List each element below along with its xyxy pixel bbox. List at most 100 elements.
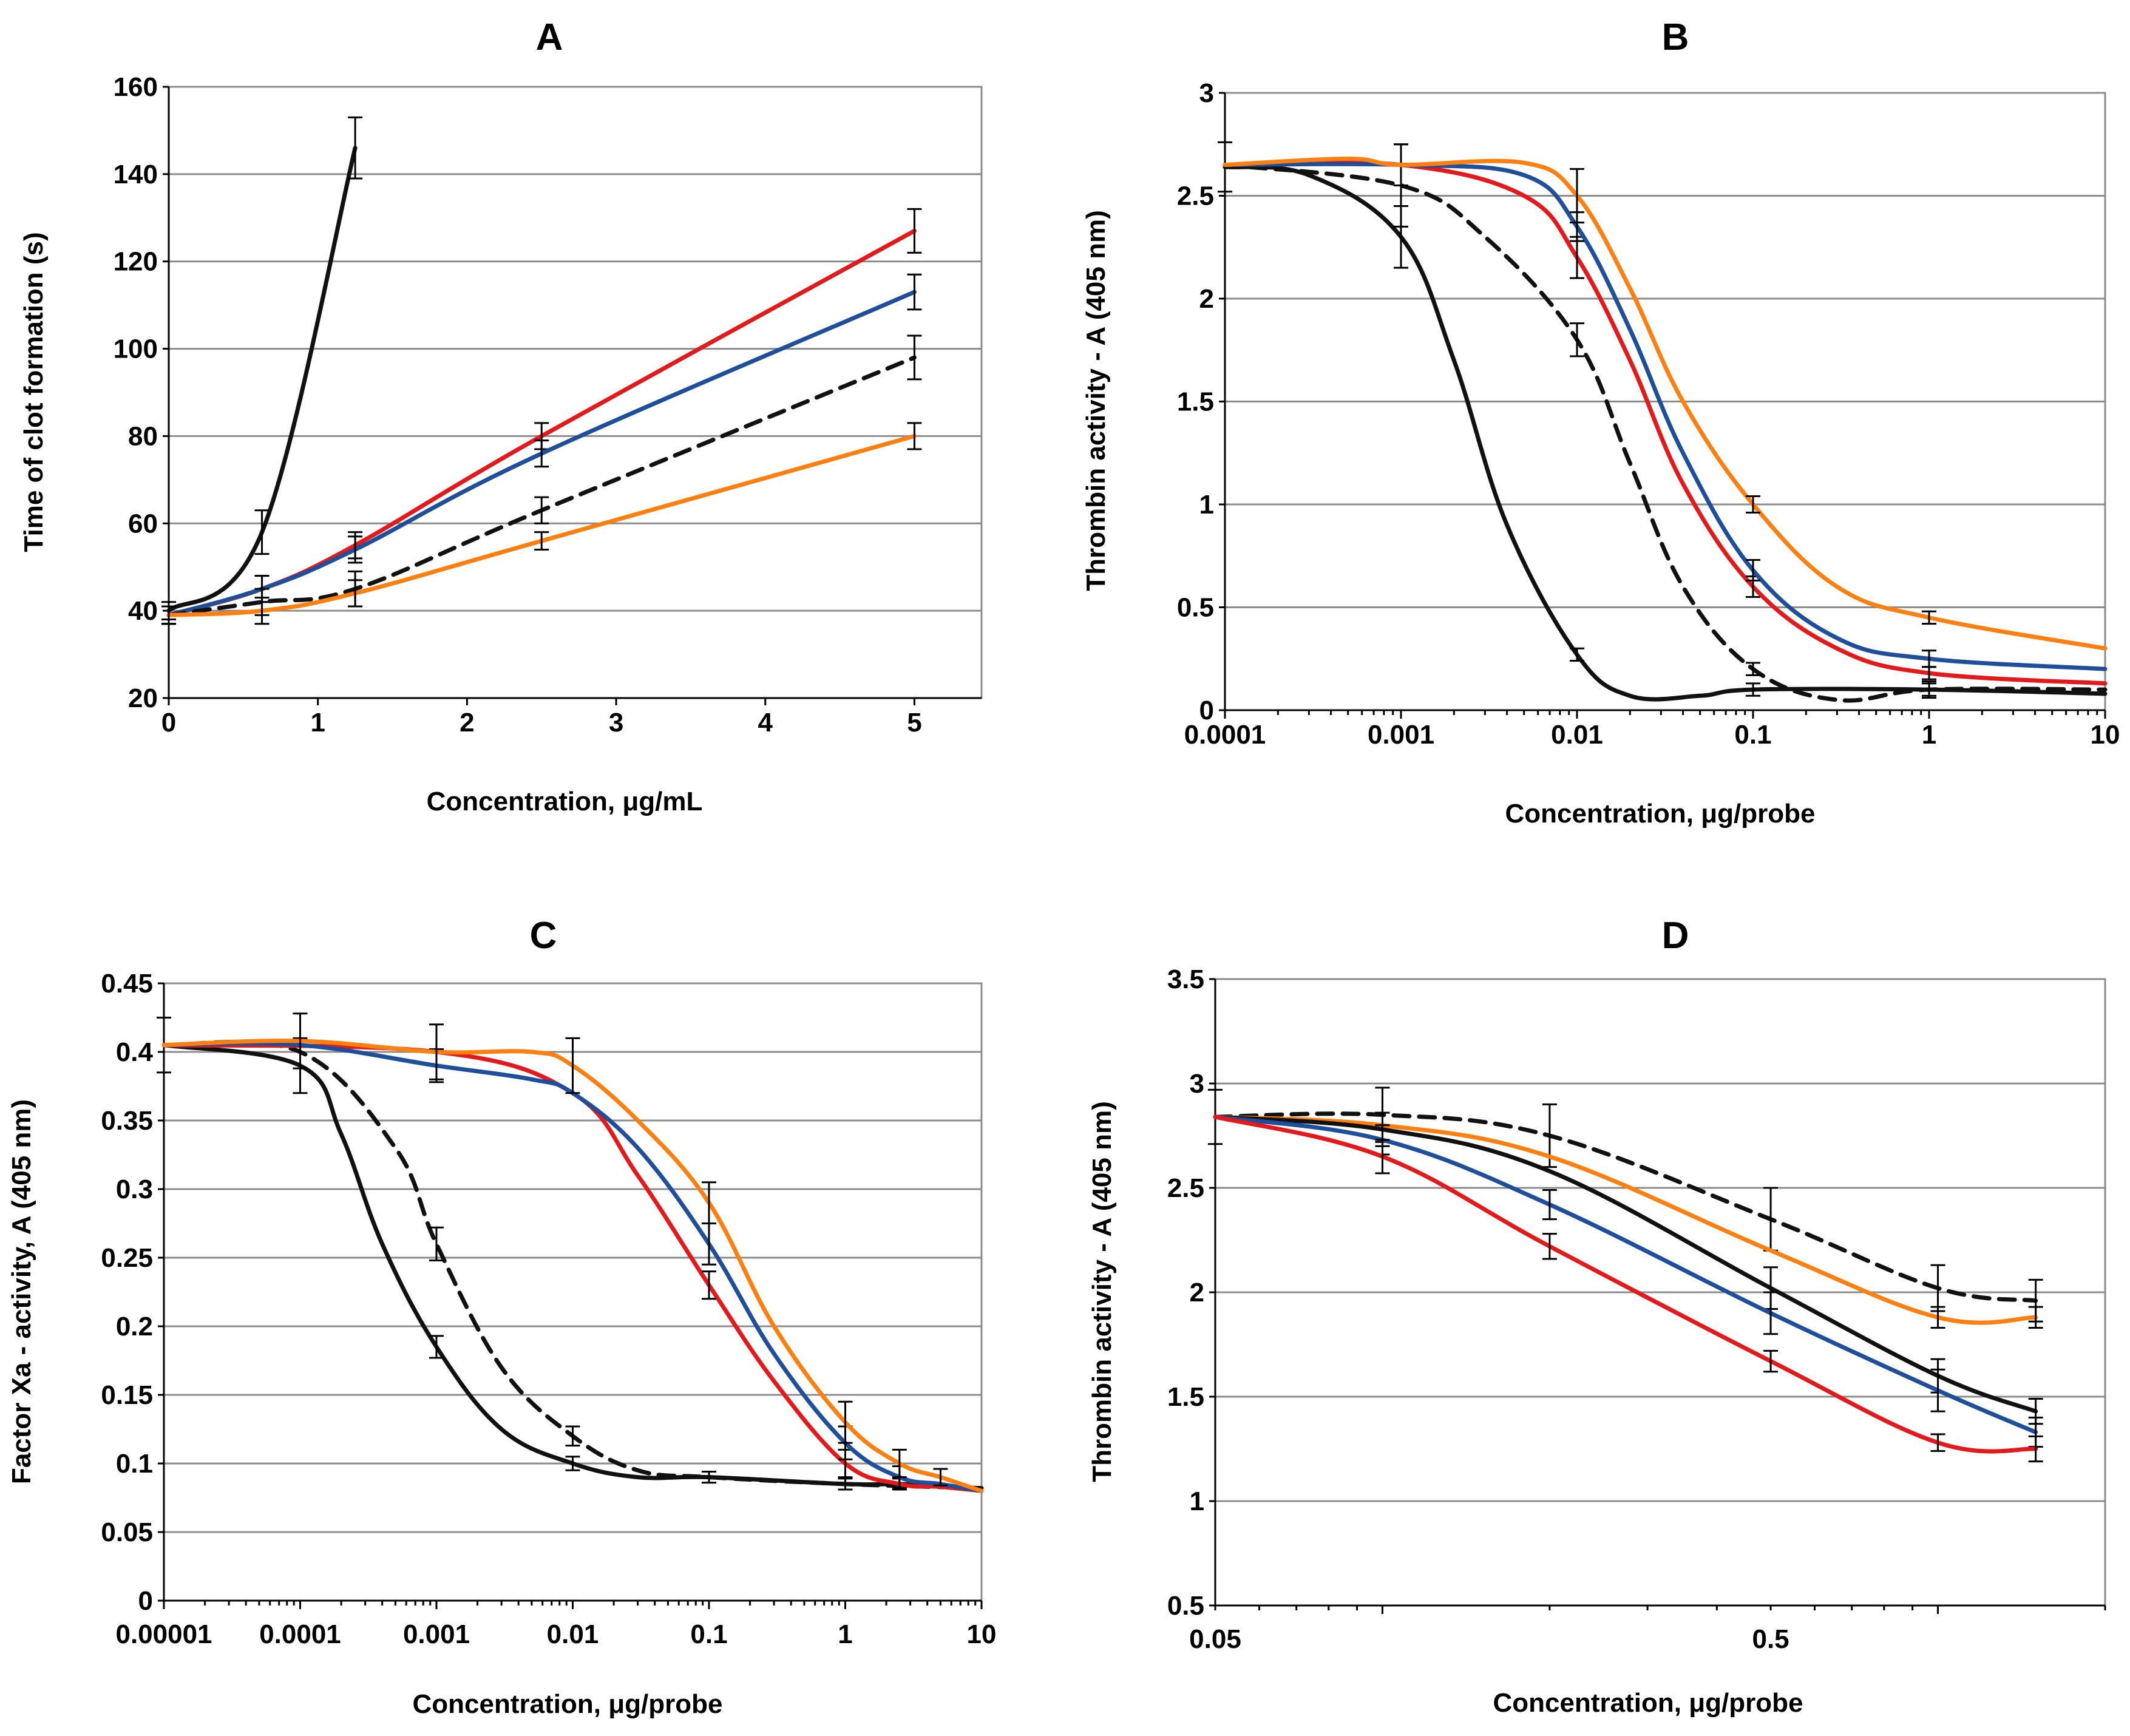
panel-C: C 0 0.05 0.1 0.15 0.2 0.25 0.3 0.35 0.4 0.45 0.0000… [7, 915, 996, 1719]
error-bar [565, 1037, 580, 1094]
error-bar [907, 422, 922, 450]
series-red [1213, 1114, 2043, 1463]
error-bar [429, 1226, 444, 1262]
y-tick-label: 1.5 [1177, 387, 1214, 417]
error-bar [429, 1023, 444, 1080]
y-tick-label: 2.5 [1167, 1173, 1204, 1203]
y-tick-label: 60 [128, 509, 158, 538]
x-tick-label: 0.00001 [115, 1619, 212, 1649]
series-line-blue [166, 290, 917, 617]
series-orange [1213, 1114, 2043, 1329]
y-tick-label: 0.4 [116, 1037, 154, 1067]
series-dashed [161, 334, 922, 625]
x-tick-label: 1 [310, 708, 325, 737]
error-bar [907, 273, 922, 311]
y-tick-label: 0.3 [116, 1175, 153, 1204]
error-bar [1930, 1368, 1945, 1412]
panel-A-title: A [536, 16, 563, 58]
error-bar [907, 208, 922, 254]
y-tick-label: 0.5 [1177, 593, 1214, 623]
error-bar [892, 1448, 907, 1479]
error-bar [1763, 1349, 1779, 1373]
error-bar [429, 1335, 444, 1359]
panel-B: B 0 0.5 1 1.5 2 2.5 3 0.0001 0.001 0.01 0.1 1 10 Conce… [1081, 16, 2120, 829]
x-tick-label: 0.0001 [1184, 720, 1266, 750]
series-line-dashed [166, 355, 917, 617]
y-tick-label: 0.05 [101, 1517, 153, 1547]
error-bar [1763, 1291, 1779, 1335]
panel-D-title: D [1662, 915, 1689, 957]
x-axis-label: Concentration, μg/probe [1493, 1688, 1803, 1718]
error-bar [534, 531, 549, 551]
error-bar [565, 1456, 580, 1471]
y-tick-label: 3 [1199, 78, 1214, 108]
series-black [1213, 1111, 2043, 1425]
error-bar [1922, 680, 1936, 699]
panel-B-title: B [1662, 16, 1689, 58]
series-orange [161, 1012, 984, 1493]
x-tick-label: 0.0001 [259, 1619, 341, 1649]
error-bar [348, 116, 363, 180]
error-bar [1922, 649, 1936, 668]
error-bar [254, 597, 270, 625]
series-line-red [161, 1043, 984, 1493]
series-orange [161, 422, 922, 625]
y-axis-label: Time of clot formation (s) [19, 232, 49, 552]
panel-C-title: C [530, 915, 557, 957]
error-bar [702, 1270, 716, 1300]
y-tick-label: 80 [128, 421, 158, 451]
x-tick-label: 0.01 [547, 1619, 599, 1649]
series-line-blue [1223, 161, 2108, 671]
error-bar [2028, 1306, 2043, 1329]
y-tick-label: 0 [1199, 696, 1214, 725]
y-tick-label: 100 [114, 334, 158, 364]
error-bar [933, 1468, 948, 1487]
y-tick-label: 40 [128, 596, 158, 626]
panel-A: A 20 40 60 80 100 120 140 160 0 1 2 3 4 5 Concentration… [19, 16, 983, 816]
y-tick-label: 1 [1199, 490, 1214, 520]
x-tick-label: 2 [460, 708, 474, 737]
error-bar [1746, 559, 1760, 581]
y-tick-label: 1.5 [1167, 1382, 1204, 1412]
error-bar [161, 605, 176, 625]
error-bar [2028, 1435, 2043, 1463]
series-line-red [1213, 1114, 2038, 1454]
x-axis-label: Concentration, μg/probe [413, 1689, 723, 1719]
x-axis-label: Concentration, μg/probe [1505, 799, 1816, 829]
x-tick-label: 5 [907, 708, 921, 737]
y-tick-label: 140 [114, 160, 158, 189]
y-tick-label: 0.25 [101, 1243, 153, 1273]
series-line-black [166, 146, 358, 613]
error-bar [1746, 495, 1760, 514]
series-black [1218, 141, 2108, 702]
y-tick-label: 1 [1190, 1487, 1204, 1516]
x-tick-label: 0.1 [690, 1619, 727, 1649]
error-bar [293, 1012, 308, 1070]
y-axis-label: Factor Xa - activity, A (405 nm) [7, 1099, 36, 1484]
y-tick-label: 0.1 [116, 1449, 153, 1479]
error-bar [1542, 1188, 1557, 1221]
x-axis-label: Concentration, μg/mL [427, 787, 703, 816]
error-bar [1570, 322, 1584, 358]
y-axis-label: Thrombin activity - A (405 nm) [1087, 1101, 1117, 1482]
error-bar [534, 439, 549, 468]
error-bar [1746, 682, 1760, 697]
x-tick-label: 0 [161, 708, 176, 737]
error-bar [565, 1425, 580, 1447]
error-bar [907, 334, 922, 381]
x-tick-label: 0.001 [403, 1619, 470, 1649]
y-axis-label: Thrombin activity - A (405 nm) [1081, 210, 1111, 591]
y-tick-label: 0.15 [101, 1380, 153, 1410]
series-orange [1223, 157, 2108, 651]
error-bar [1570, 168, 1584, 224]
series-blue [161, 273, 922, 625]
error-bar [1922, 610, 1936, 625]
y-tick-label: 3.5 [1167, 965, 1204, 994]
series-line-blue [161, 1041, 984, 1493]
x-tick-label: 1 [838, 1619, 852, 1649]
series-red [161, 1043, 984, 1493]
series-line-orange [1223, 157, 2108, 651]
x-tick-label: 0.05 [1189, 1624, 1241, 1654]
series-line-black [161, 1043, 984, 1491]
